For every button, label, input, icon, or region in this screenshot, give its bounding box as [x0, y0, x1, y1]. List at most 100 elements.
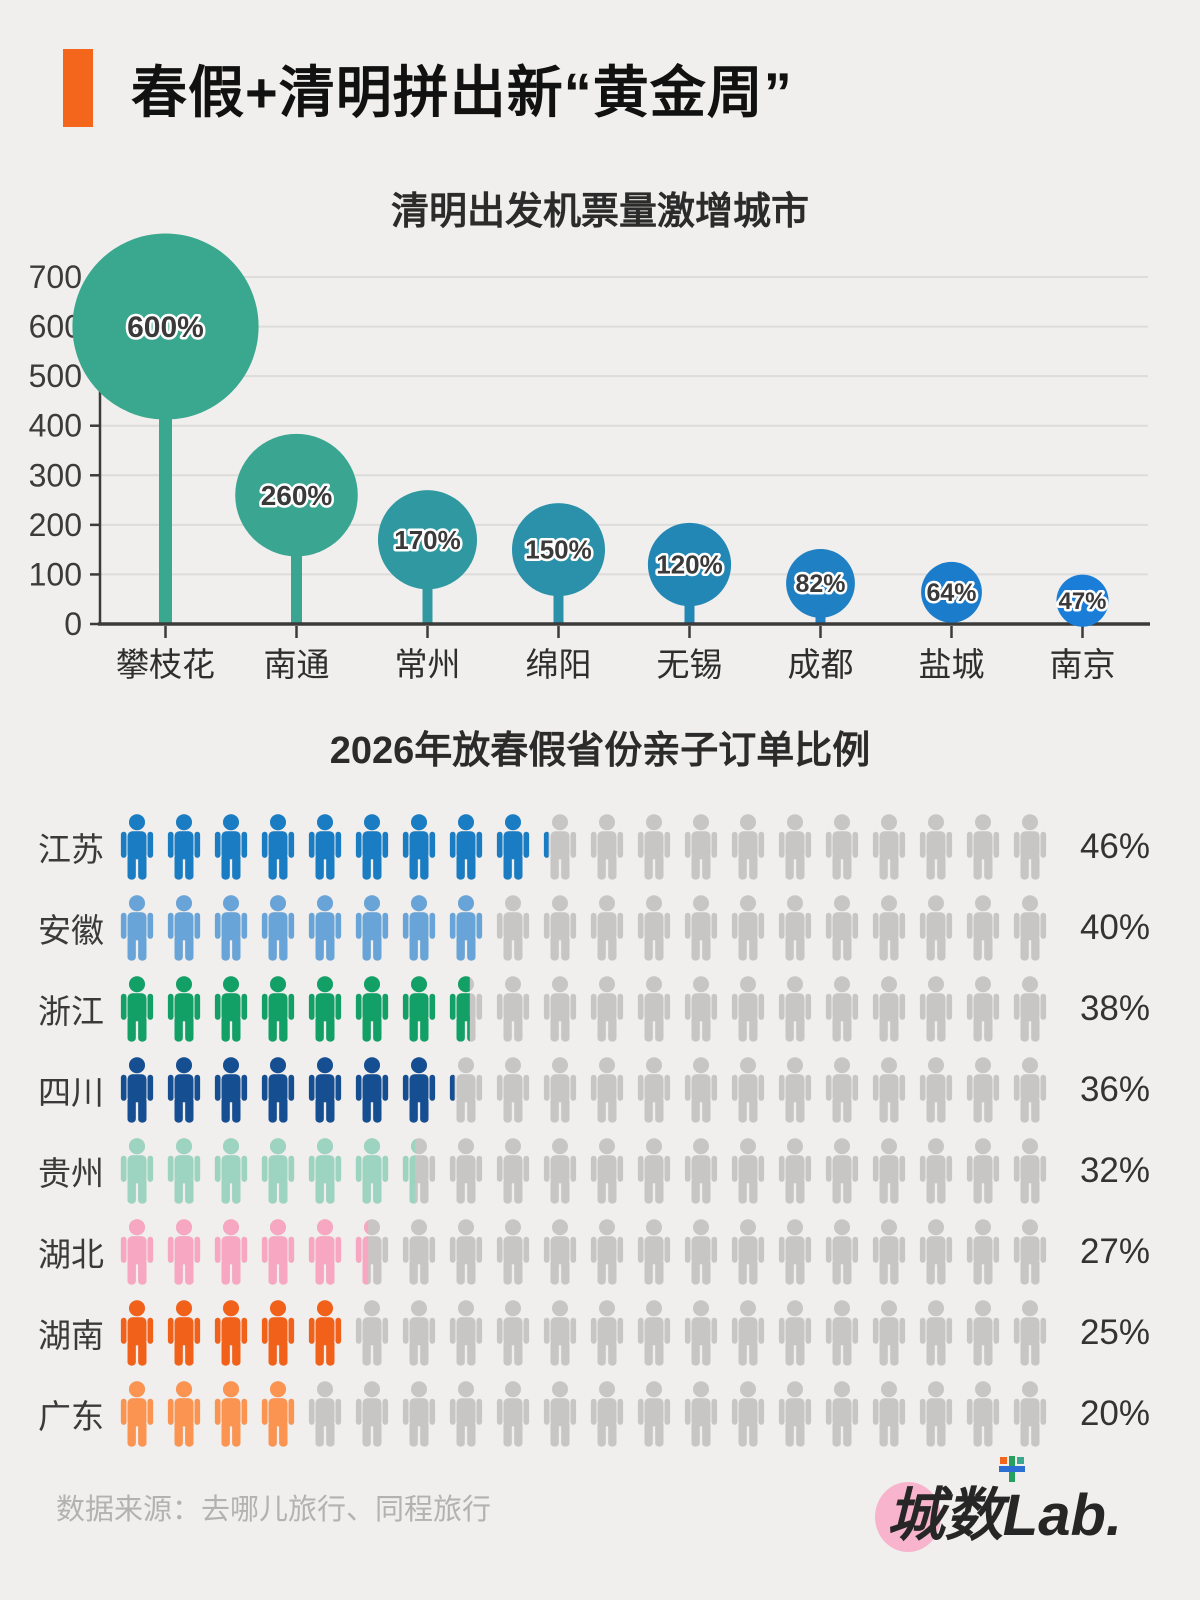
- person-icon: [353, 975, 391, 1042]
- person-icon: [1011, 1218, 1049, 1285]
- person-icon: [588, 1056, 626, 1123]
- person-icon: [588, 1380, 626, 1447]
- province-label: 贵州: [38, 1154, 104, 1192]
- person-icon: [541, 1299, 579, 1366]
- person-icon: [212, 894, 250, 961]
- person-icon: [682, 813, 720, 880]
- person-icon: [306, 1218, 344, 1285]
- person-icon: [353, 1056, 391, 1123]
- person-icon: [1011, 1299, 1049, 1366]
- person-icon: [917, 1137, 955, 1204]
- category-label: 攀枝花: [116, 646, 215, 683]
- person-icon: [823, 1380, 861, 1447]
- person-icon: [259, 894, 297, 961]
- person-icon: [776, 813, 814, 880]
- person-icon: [118, 1380, 156, 1447]
- logo-plus-icon: [998, 1456, 1025, 1482]
- person-icon: [682, 1299, 720, 1366]
- person-icon: [165, 1137, 203, 1204]
- person-icon: [776, 1380, 814, 1447]
- person-icon: [259, 1137, 297, 1204]
- icon-strip: [118, 813, 1058, 880]
- person-icon: [776, 894, 814, 961]
- y-tick-label: 0: [64, 606, 82, 642]
- icon-strip: [118, 1137, 1058, 1204]
- person-icon: [823, 1218, 861, 1285]
- person-icon: [1011, 1056, 1049, 1123]
- y-tick-label: 200: [29, 507, 82, 543]
- category-label: 成都: [788, 646, 854, 683]
- data-bubble: [511, 503, 606, 597]
- icon-strip: [118, 975, 1058, 1042]
- header: 春假+清明拼出新“黄金周”: [0, 0, 1200, 130]
- person-icon: [447, 1299, 485, 1366]
- title-accent-bar: [63, 49, 93, 127]
- person-icon: [118, 1299, 156, 1366]
- person-icon: [729, 1056, 767, 1123]
- person-icon: [729, 1380, 767, 1447]
- person-icon: [541, 1056, 579, 1123]
- person-icon: [776, 1299, 814, 1366]
- person-icon: [494, 1218, 532, 1285]
- person-icon: [212, 1380, 250, 1447]
- bubble-value-label: 47%: [1058, 588, 1106, 615]
- row-percentage: 40%: [1079, 907, 1150, 947]
- chart1-title: 清明出发机票量激增城市: [390, 191, 809, 233]
- person-icon: [259, 813, 297, 880]
- y-tick-label: 700: [29, 259, 82, 295]
- category-label: 无锡: [657, 646, 723, 683]
- person-icon: [541, 1218, 579, 1285]
- person-icon: [588, 1218, 626, 1285]
- bubble-value-label: 170%: [394, 525, 461, 555]
- data-bubble: [1056, 574, 1109, 627]
- row-percentage: 27%: [1079, 1231, 1150, 1271]
- person-icon: [635, 1056, 673, 1123]
- person-icon: [400, 1299, 438, 1366]
- data-source-text: 数据来源：去哪儿旅行、同程旅行: [56, 1494, 492, 1526]
- person-icon: [776, 975, 814, 1042]
- person-icon: [306, 1299, 344, 1366]
- person-icon: [635, 813, 673, 880]
- person-icon: [682, 1218, 720, 1285]
- person-icon: [494, 1056, 532, 1123]
- person-icon: [635, 1218, 673, 1285]
- person-icon: [1011, 975, 1049, 1042]
- province-label: 安徽: [38, 911, 104, 949]
- person-icon: [494, 1299, 532, 1366]
- category-label: 常州: [395, 646, 461, 683]
- person-icon: [1011, 1137, 1049, 1204]
- person-icon: [118, 1218, 156, 1285]
- data-bubble: [921, 561, 982, 623]
- person-icon: [635, 1299, 673, 1366]
- pictogram-row: 湖北 27%: [38, 1215, 1150, 1288]
- person-icon: [823, 975, 861, 1042]
- person-icon: [870, 1056, 908, 1123]
- person-icon: [212, 975, 250, 1042]
- person-icon: [259, 1380, 297, 1447]
- person-icon: [635, 1380, 673, 1447]
- person-icon: [400, 1380, 438, 1447]
- row-percentage: 25%: [1079, 1312, 1150, 1352]
- row-percentage: 20%: [1079, 1393, 1150, 1433]
- person-icon: [917, 1380, 955, 1447]
- person-icon: [353, 1299, 391, 1366]
- person-icon: [964, 1380, 1002, 1447]
- person-icon: [635, 975, 673, 1042]
- person-icon: [306, 1137, 344, 1204]
- person-icon: [447, 1056, 485, 1123]
- bubble-value-label: 600%: [127, 311, 204, 344]
- person-icon: [682, 894, 720, 961]
- logo-text: 城数Lab.: [886, 1483, 1122, 1548]
- person-icon: [306, 975, 344, 1042]
- pictogram-row: 江苏 46%: [38, 810, 1150, 883]
- category-label: 南通: [264, 646, 330, 683]
- person-icon: [212, 1218, 250, 1285]
- person-icon: [400, 1056, 438, 1123]
- lollipop-stem: [291, 495, 302, 624]
- person-icon: [823, 813, 861, 880]
- pictogram-row: 湖南 25%: [38, 1296, 1150, 1369]
- person-icon: [165, 813, 203, 880]
- person-icon: [494, 894, 532, 961]
- pictogram-row: 浙江 38%: [38, 972, 1150, 1045]
